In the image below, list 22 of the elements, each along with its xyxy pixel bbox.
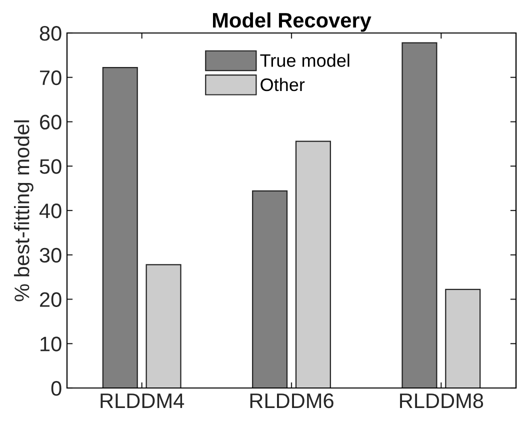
x-tick-label: RLDDM4 [100,394,184,408]
y-tick-label: 80 [40,26,62,41]
x-tick-label: RLDDM8 [400,393,484,408]
bar [252,190,288,388]
y-tick-label: 0 [51,381,62,396]
y-tick-label: 30 [40,248,62,263]
bar [445,288,481,388]
y-tick-label: 70 [40,70,62,86]
x-tick-label: RLDDM6 [250,393,334,408]
chart-title: Model Recovery [213,12,372,32]
bar [295,140,331,388]
y-tick-label: 60 [40,114,62,130]
y-tick-label: 50 [40,159,62,174]
legend-label: True model [260,54,350,67]
bar [146,264,182,388]
y-tick-label: 20 [40,292,62,308]
bar [402,42,438,388]
y-axis-title: % best-fitting model [14,120,34,302]
y-tick-label: 40 [39,204,62,218]
bar [102,67,138,388]
legend-label: Other [260,78,305,92]
y-tick-label: 10 [40,336,62,352]
